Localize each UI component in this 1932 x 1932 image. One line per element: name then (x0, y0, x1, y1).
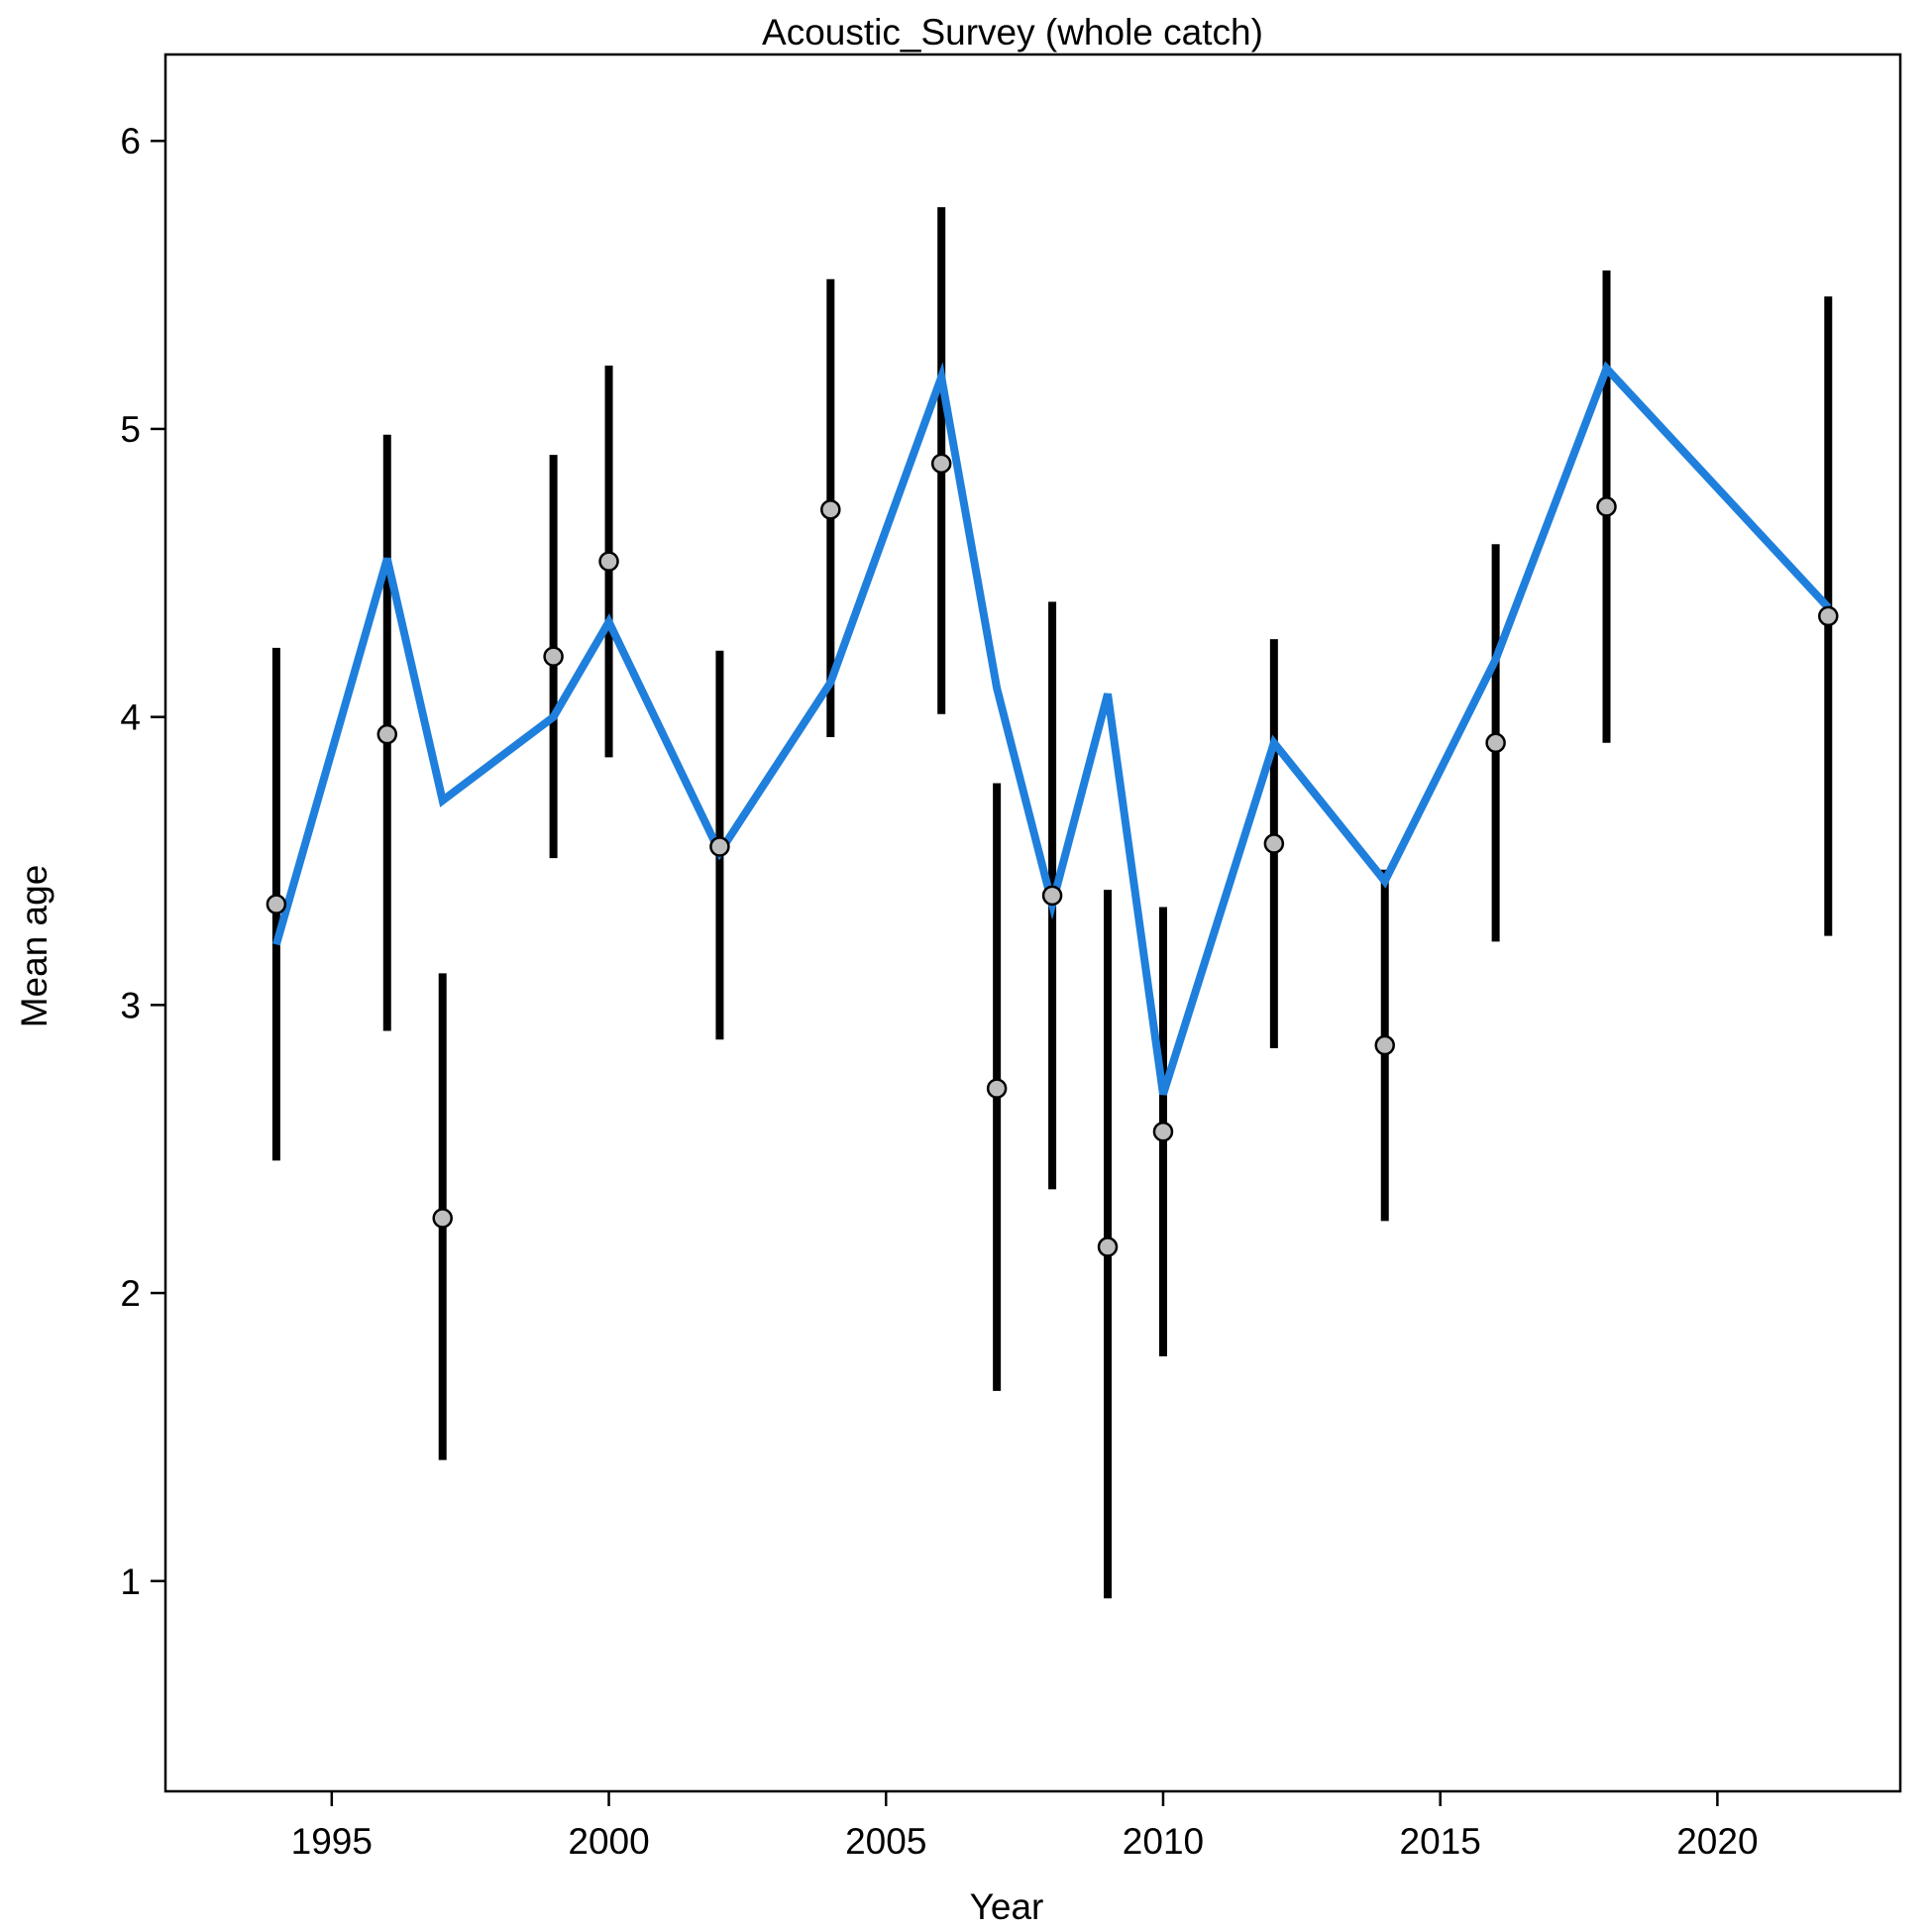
observed-point (1818, 605, 1839, 627)
x-tick-label: 2020 (1676, 1821, 1758, 1862)
observed-point (598, 551, 619, 572)
plot-area: 1995 2000 2005 2010 2015 2020 1 2 3 4 5 6 (120, 53, 1902, 1862)
observed-point (986, 1078, 1008, 1099)
observed-point (376, 723, 398, 745)
expected-mean-age-line (272, 361, 1832, 1096)
y-tick-label: 3 (120, 985, 141, 1025)
observed-point (543, 646, 564, 667)
x-axis-title: Year (970, 1886, 1044, 1927)
observed-point (1097, 1236, 1119, 1257)
x-tick-label: 2000 (568, 1821, 649, 1862)
observed-point (1152, 1122, 1174, 1142)
y-tick-label: 1 (120, 1561, 141, 1602)
y-tick-label: 2 (120, 1273, 141, 1314)
observed-point (820, 499, 841, 520)
y-tick-label: 4 (120, 698, 141, 738)
x-tick-label: 2010 (1123, 1821, 1204, 1862)
x-tick-label: 2005 (845, 1821, 926, 1862)
observed-point (930, 453, 952, 475)
observed-point (432, 1208, 453, 1229)
observed-point (1263, 833, 1285, 854)
y-tick-label: 6 (120, 121, 141, 161)
x-tick-label: 2015 (1400, 1821, 1481, 1862)
observed-point (1374, 1034, 1395, 1056)
chart-title: Acoustic_Survey (whole catch) (762, 12, 1263, 53)
observed-point (1596, 496, 1617, 517)
observed-point (1485, 732, 1506, 754)
y-axis-title: Mean age (14, 865, 54, 1028)
observed-point (709, 836, 730, 857)
x-tick-label: 1995 (291, 1821, 373, 1862)
observed-point (266, 894, 287, 914)
y-tick-label: 5 (120, 409, 141, 450)
observed-point (1041, 885, 1063, 907)
plot-frame (163, 53, 1902, 1793)
